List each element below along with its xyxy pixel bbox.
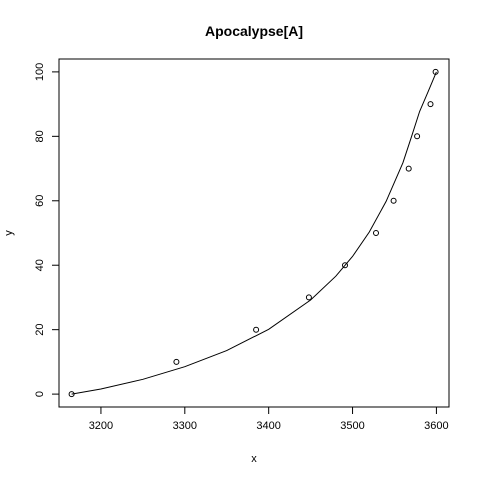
y-tick-label: 0 — [34, 391, 46, 397]
x-axis-label: x — [251, 453, 257, 465]
x-tick-label: 3600 — [424, 420, 448, 432]
y-tick-label: 80 — [34, 130, 46, 142]
y-axis-label: y — [3, 230, 15, 236]
chart-title: Apocalypse[A] — [205, 23, 303, 39]
x-tick-label: 3200 — [89, 420, 113, 432]
x-axis: 3200 3300 3400 3500 3600 — [89, 406, 449, 432]
x-tick-label: 3500 — [340, 420, 364, 432]
data-point — [305, 294, 312, 301]
data-point — [373, 230, 379, 236]
data-point — [68, 391, 75, 398]
data-point — [253, 326, 260, 333]
fitted-curve — [71, 71, 437, 395]
y-tick-label: 100 — [34, 63, 46, 81]
x-tick-label: 3300 — [173, 420, 197, 432]
data-point — [390, 197, 397, 204]
y-tick-label: 60 — [34, 195, 46, 207]
data-point — [405, 165, 412, 172]
curve-line — [71, 71, 437, 395]
y-tick-label: 40 — [34, 259, 46, 271]
data-point — [432, 68, 439, 75]
data-point — [342, 262, 348, 269]
data-points — [68, 68, 439, 398]
data-point — [173, 358, 180, 365]
y-axis: 0 20 40 60 80 100 — [34, 63, 60, 397]
x-tick-label: 3400 — [256, 420, 280, 432]
data-point — [427, 101, 434, 108]
y-tick-label: 20 — [34, 324, 46, 336]
data-point — [414, 133, 421, 140]
